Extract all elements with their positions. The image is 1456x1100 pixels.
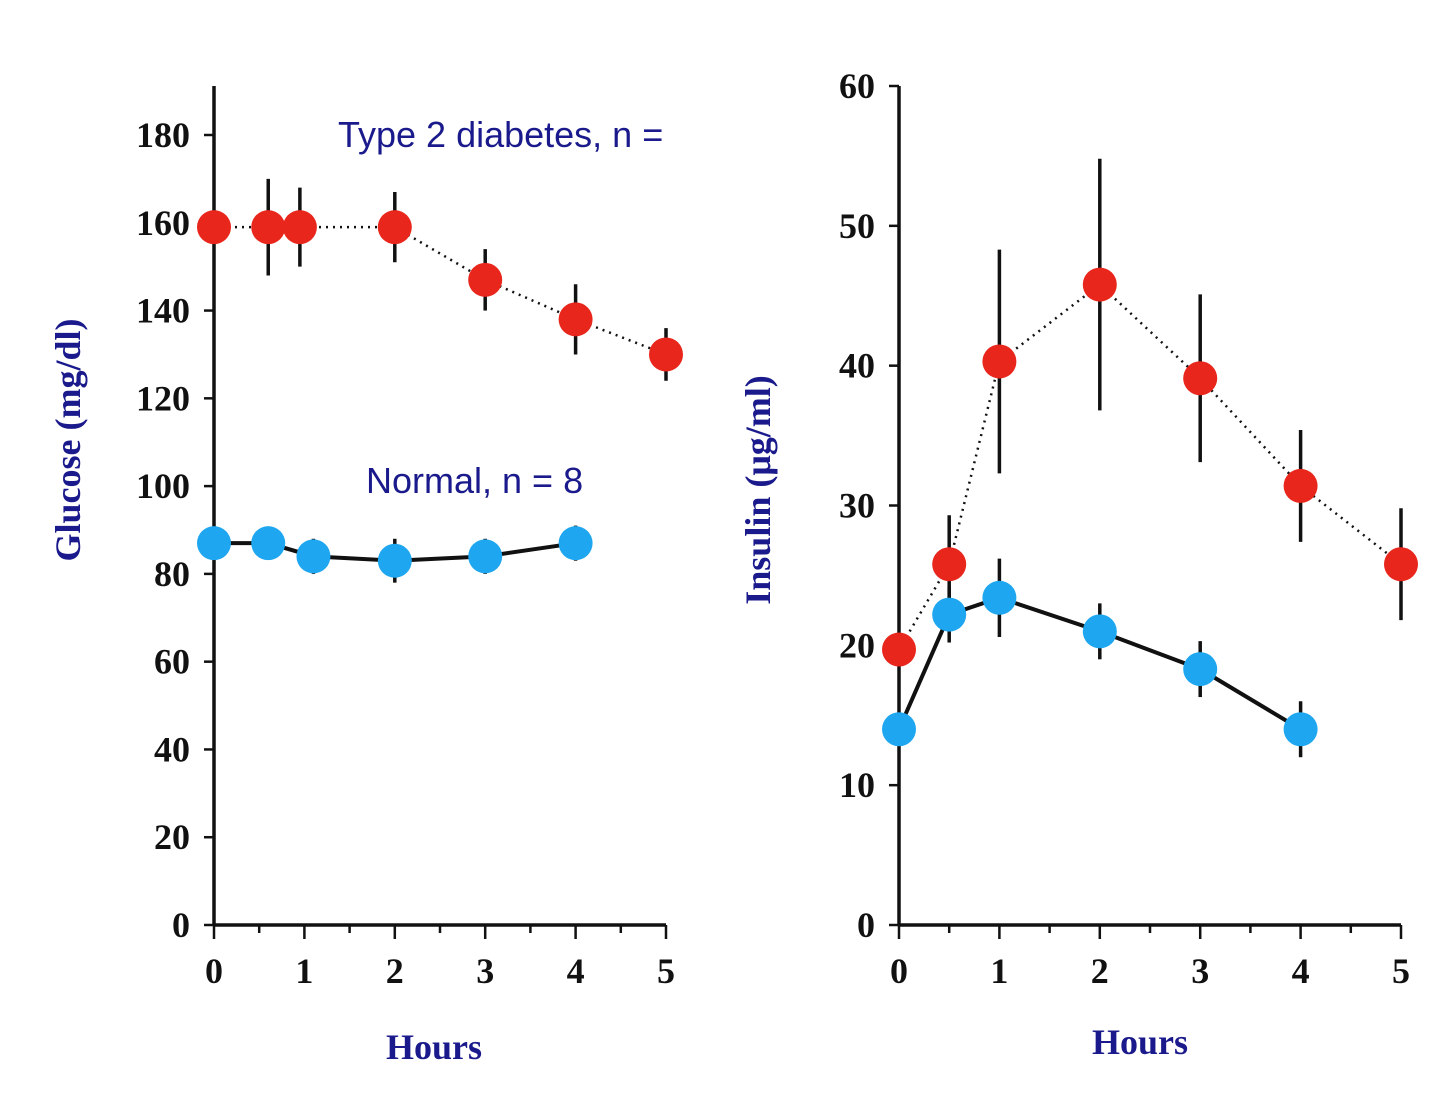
- glucose-type2-point: [377, 210, 412, 245]
- glucose-type2-line: [214, 225, 667, 356]
- glucose-y-axis-title: Glucose (mg/dl): [48, 319, 88, 562]
- insulin-chart: Insulin (μg/ml) Hours 0 10 20 30 40 50 60 0 1 2 3 4…: [738, 66, 1418, 1062]
- insulin-y-tick-label: 50: [839, 206, 875, 246]
- insulin-type2-point: [932, 547, 967, 582]
- glucose-y-tick-label: 140: [136, 291, 190, 331]
- insulin-type2-line: [897, 282, 1402, 651]
- glucose-x-tick-label: 0: [205, 951, 223, 991]
- insulin-type2-point: [1183, 361, 1218, 396]
- insulin-type2-point: [982, 344, 1017, 379]
- glucose-y-tick-label: 60: [154, 642, 190, 682]
- insulin-type2-point: [1283, 468, 1318, 503]
- insulin-x-tick-label: 1: [990, 951, 1008, 991]
- insulin-x-axis-title: Hours: [1092, 1022, 1188, 1062]
- insulin-normal-point: [982, 580, 1017, 615]
- glucose-type2-point: [197, 210, 231, 245]
- insulin-y-tick-label: 20: [839, 625, 875, 665]
- glucose-y-tick-label: 100: [136, 466, 190, 506]
- insulin-y-tick-label: 40: [839, 346, 875, 386]
- insulin-x-tick-label: 4: [1292, 951, 1310, 991]
- glucose-normal-point: [377, 543, 412, 578]
- glucose-type2-point: [649, 337, 683, 372]
- glucose-x-axis-title: Hours: [386, 1027, 482, 1067]
- glucose-type2-point: [251, 210, 286, 245]
- insulin-y-tick-label: 0: [857, 905, 875, 945]
- glucose-x-tick-label: 4: [567, 951, 585, 991]
- insulin-type2-point: [1384, 547, 1418, 582]
- glucose-y-tick-label: 0: [172, 905, 190, 945]
- glucose-y-tick-label: 40: [154, 729, 190, 769]
- glucose-normal-point: [197, 526, 231, 561]
- insulin-normal-point: [1082, 614, 1117, 649]
- insulin-normal-point: [932, 597, 967, 632]
- glucose-x-tick-label: 5: [657, 951, 675, 991]
- glucose-normal-point: [558, 526, 593, 561]
- glucose-type2-point: [468, 262, 503, 297]
- glucose-y-tick-label: 180: [136, 115, 190, 155]
- glucose-x-tick-label: 1: [295, 951, 313, 991]
- glucose-y-tick-label: 120: [136, 378, 190, 418]
- glucose-normal-point: [468, 539, 503, 574]
- insulin-normal-line: [897, 595, 1302, 731]
- glucose-y-tick-label: 80: [154, 554, 190, 594]
- annotation-normal: Normal, n = 8: [366, 460, 583, 501]
- glucose-type2-point: [558, 302, 593, 337]
- insulin-normal-point: [1183, 652, 1218, 687]
- insulin-type2-point: [882, 632, 916, 667]
- glucose-type2-point: [282, 210, 317, 245]
- insulin-normal-point: [882, 712, 916, 747]
- glucose-normal-point: [296, 539, 331, 574]
- insulin-y-axis-title: Insulin (μg/ml): [738, 375, 778, 604]
- glucose-chart: Glucose (mg/dl) Hours Type 2 diabetes, n…: [48, 86, 683, 1067]
- glucose-normal-point: [251, 526, 286, 561]
- insulin-normal-point: [1283, 712, 1318, 747]
- glucose-x-tick-label: 2: [386, 951, 404, 991]
- insulin-x-tick-label: 0: [890, 951, 908, 991]
- insulin-x-tick-label: 5: [1392, 951, 1410, 991]
- insulin-y-tick-label: 10: [839, 765, 875, 805]
- insulin-type2-point: [1082, 267, 1117, 302]
- insulin-y-tick-label: 60: [839, 66, 875, 106]
- annotation-type2: Type 2 diabetes, n =: [338, 114, 663, 155]
- glucose-y-tick-label: 20: [154, 817, 190, 857]
- glucose-x-tick-label: 3: [476, 951, 494, 991]
- insulin-x-tick-label: 2: [1091, 951, 1109, 991]
- insulin-x-tick-label: 3: [1191, 951, 1209, 991]
- insulin-y-tick-label: 30: [839, 486, 875, 526]
- glucose-y-tick-label: 160: [136, 203, 190, 243]
